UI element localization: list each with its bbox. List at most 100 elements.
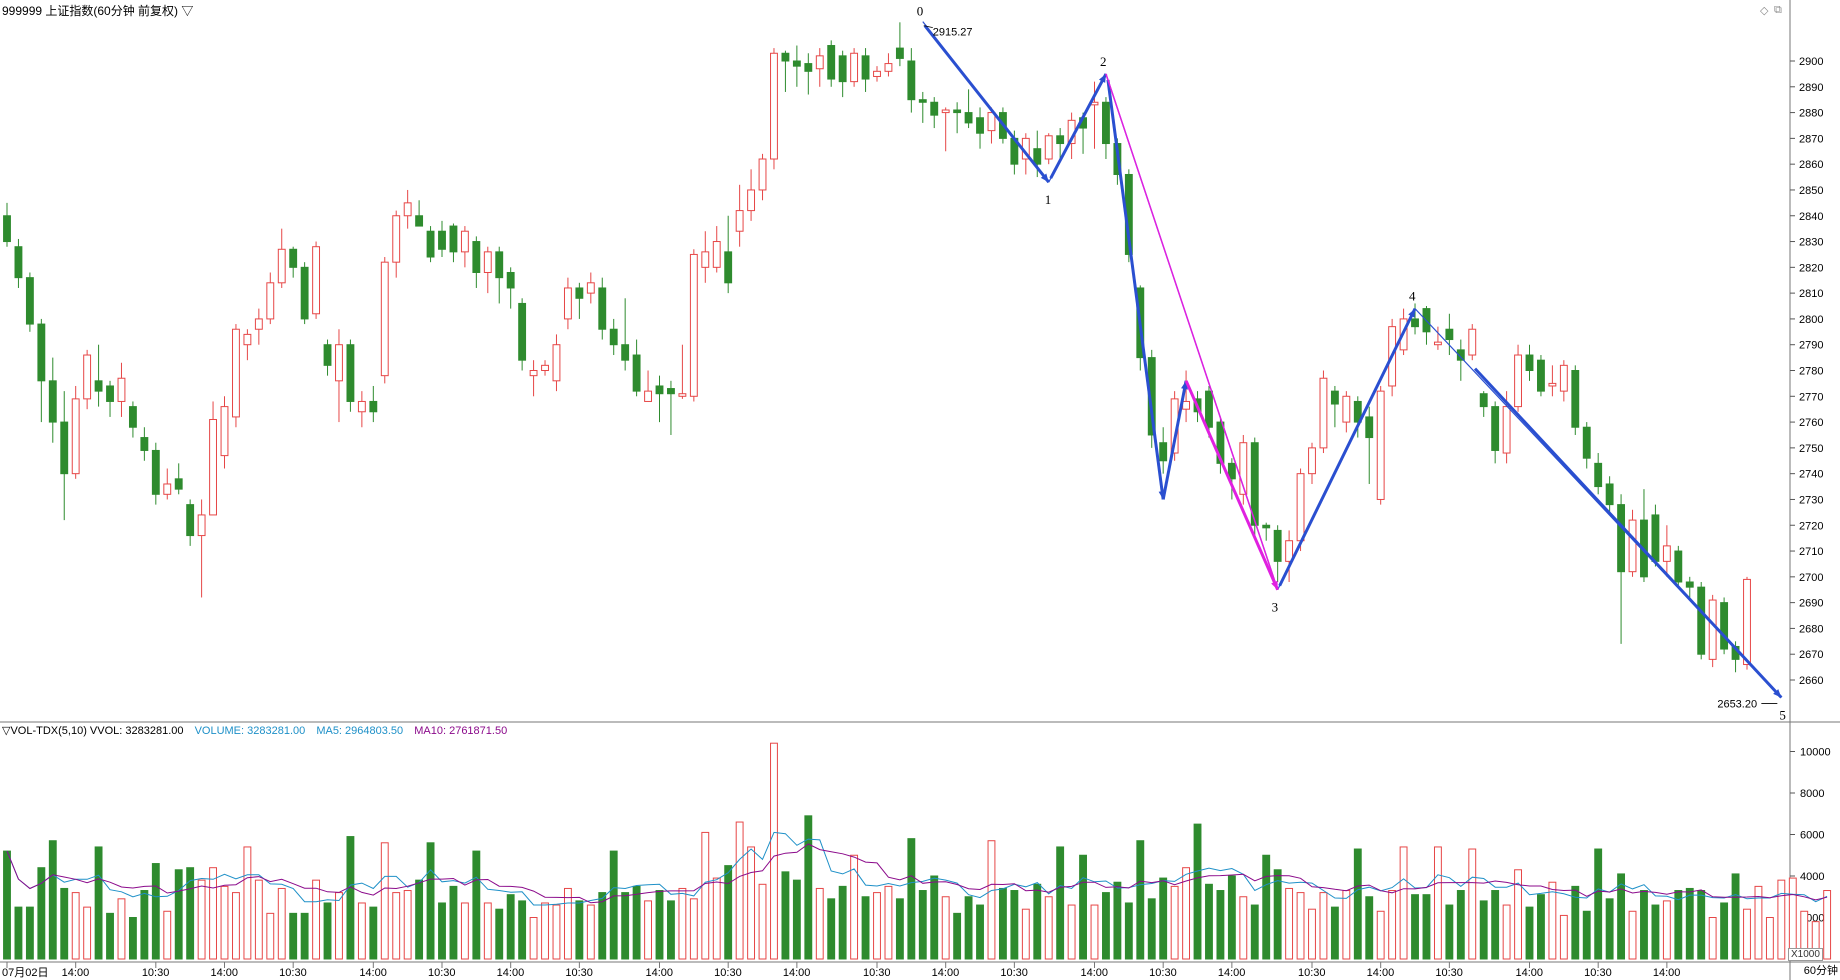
candle (1056, 135, 1065, 145)
candle (1353, 400, 1362, 423)
volume-bar (117, 898, 126, 960)
candle (60, 421, 69, 475)
candle (472, 241, 481, 273)
volume-bar (1388, 890, 1397, 960)
candle (1674, 550, 1683, 583)
candle (586, 282, 595, 294)
volume-bar (392, 892, 401, 960)
candle (1594, 462, 1603, 488)
chart-title: 999999 上证指数(60分钟 前复权) ▽ (2, 4, 194, 18)
volume-bar (403, 890, 412, 960)
price-tick-label: 2750 (1799, 443, 1823, 455)
wave-label: 2 (1100, 54, 1107, 69)
volume-bar (964, 896, 973, 960)
wave-arrow (923, 24, 1050, 184)
volume-bar (1765, 917, 1774, 960)
candle (518, 302, 527, 361)
candle (655, 385, 664, 395)
wave-label: 3 (1272, 600, 1279, 615)
price-tick-label: 2710 (1799, 546, 1823, 558)
volume-bar (941, 896, 950, 960)
volume-bar (1147, 898, 1156, 960)
volume-bar (1159, 877, 1168, 960)
volume-bar (586, 904, 595, 960)
candle (277, 248, 286, 284)
volume-bar (266, 912, 275, 960)
wave-label: 5 (1779, 708, 1786, 723)
volume-tick-label: 4000 (1800, 871, 1824, 883)
volume-bar (209, 867, 217, 960)
candle (1617, 504, 1626, 573)
high-price-pointer (923, 25, 933, 29)
maximize-icon[interactable]: ⧉ (1774, 4, 1782, 16)
time-tick-label: 10:30 (863, 967, 891, 979)
volume-bar (712, 877, 721, 960)
candle (1182, 400, 1191, 410)
wave-arrow-magenta (1184, 380, 1280, 591)
volume-bar (323, 902, 332, 960)
candle (747, 189, 756, 212)
volume-bar (14, 906, 23, 960)
volume-bar (1731, 873, 1740, 960)
volume-bar (1537, 894, 1545, 960)
volume-bar (632, 885, 641, 960)
volume-bar (792, 879, 801, 960)
candle (209, 419, 217, 516)
candle (563, 287, 572, 320)
volume-bar (71, 892, 80, 960)
candle (758, 158, 767, 191)
volume-bar (1514, 869, 1522, 960)
time-tick-label: 14:00 (497, 967, 525, 979)
volume-bar (552, 904, 561, 960)
volume-bar (415, 879, 424, 960)
wave-arrow (1161, 380, 1188, 500)
candle (964, 112, 973, 124)
candle (1285, 540, 1294, 562)
volume-bar (735, 821, 744, 960)
volume-bar (438, 902, 446, 960)
candle (735, 210, 744, 232)
volume-bar (151, 863, 160, 960)
volume-bar (895, 898, 904, 960)
candle (804, 63, 813, 72)
restore-icon[interactable]: ◇ (1760, 5, 1769, 17)
candle (1262, 524, 1271, 529)
candle (1296, 473, 1305, 542)
volume-bar (1365, 896, 1374, 960)
volume-bar (1525, 906, 1534, 960)
volume-bar (1571, 885, 1580, 960)
candle (1479, 393, 1488, 408)
candle (415, 215, 424, 227)
volume-bar (1170, 885, 1179, 960)
volume-value: VOLUME: 3283281.00 (194, 725, 306, 737)
period-label[interactable]: 60分钟 (1803, 965, 1838, 977)
time-tick-label: 14:00 (62, 967, 90, 979)
candle (71, 398, 80, 475)
candle (25, 277, 34, 325)
low-price-label: 2653.20 (1717, 699, 1757, 711)
volume-bar (575, 900, 584, 960)
candle (552, 344, 561, 382)
volume-bar (1273, 869, 1282, 960)
candle (1365, 416, 1374, 439)
volume-bar (907, 838, 916, 960)
volume-bar (827, 898, 836, 960)
volume-bar (1422, 894, 1431, 960)
time-tick-label: 14:00 (646, 967, 674, 979)
candle (369, 400, 378, 413)
candle (918, 99, 927, 103)
time-tick-label: 14:00 (359, 967, 387, 979)
candle (460, 230, 469, 253)
candle (1239, 442, 1248, 495)
candle (506, 271, 515, 289)
volume-bar (987, 840, 996, 960)
time-tick-label: 14:00 (1218, 967, 1246, 979)
volume-bar (838, 885, 847, 960)
candle (495, 251, 504, 279)
candle (1456, 349, 1465, 361)
time-tick-label: 10:30 (428, 967, 456, 979)
volume-bar (60, 887, 69, 960)
wave-line-magenta (1105, 73, 1279, 590)
candle (1468, 328, 1477, 356)
